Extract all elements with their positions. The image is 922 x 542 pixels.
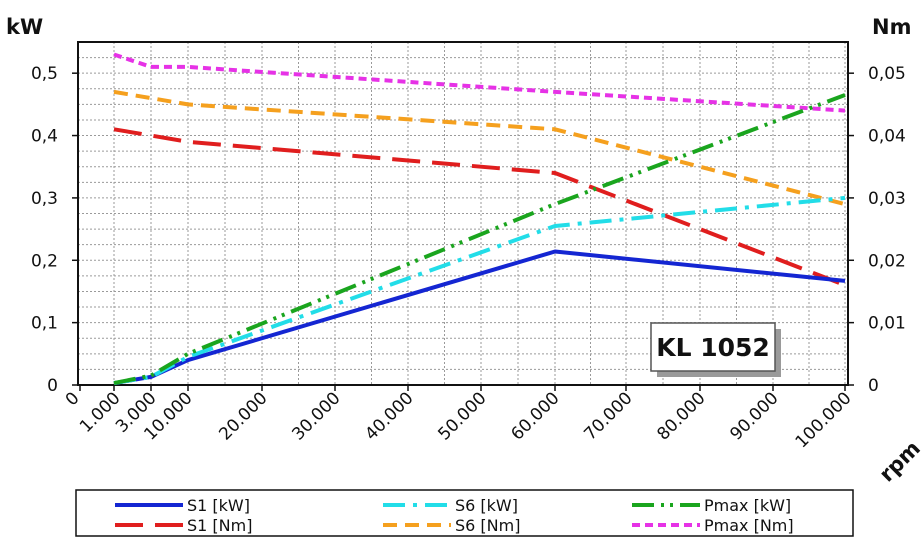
legend-frame	[75, 489, 854, 537]
y-right-tick-label: 0,02	[868, 251, 906, 271]
legend-label: Pmax [kW]	[704, 496, 791, 515]
y-right-tick-label: 0,04	[868, 127, 906, 147]
y-left-tick-label: 0,4	[31, 127, 58, 147]
y-left-tick-label: 0,3	[31, 189, 58, 209]
left-axis-unit: kW	[6, 15, 43, 39]
x-tick-label: 40.000	[361, 388, 417, 444]
y-left-tick-label: 0	[47, 376, 58, 396]
annotation-badge: KL 1052	[650, 322, 781, 377]
x-tick-label: 90.000	[726, 388, 782, 444]
y-right-tick-label: 0	[868, 376, 879, 396]
series-line-s6-nm	[113, 89, 846, 207]
y-right-tick-label: 0,03	[868, 189, 906, 209]
series-line-pmax-nm	[113, 52, 846, 113]
x-tick-label: 20.000	[215, 388, 271, 444]
x-tick-label: 0	[62, 388, 84, 410]
x-tick-label: 70.000	[580, 388, 636, 444]
series-line-pmax-kw	[113, 93, 846, 386]
x-tick-label: 30.000	[288, 388, 344, 444]
series-line-s1-nm	[113, 127, 846, 288]
x-axis-unit: rpm	[875, 436, 922, 486]
x-tick-label: 80.000	[653, 388, 709, 444]
plot-frame	[77, 41, 849, 386]
right-axis-unit: Nm	[872, 15, 911, 39]
legend-label: Pmax [Nm]	[704, 516, 794, 535]
legend-label: S6 [Nm]	[455, 516, 520, 535]
annotation-label: KL 1052	[656, 333, 770, 362]
x-tick-label: 1.000	[76, 388, 125, 437]
series-line-s1-kw	[113, 249, 846, 386]
legend-label: S1 [kW]	[187, 496, 250, 515]
series-layer	[113, 52, 846, 386]
y-left-tick-label: 0,2	[31, 251, 58, 271]
y-right-tick-label: 0,01	[868, 314, 906, 334]
y-right-tick-label: 0,05	[868, 64, 906, 84]
legend-label: S1 [Nm]	[187, 516, 252, 535]
series-line-s6-kw	[113, 195, 846, 386]
y-left-tick-label: 0,5	[31, 64, 58, 84]
x-tick-label: 50.000	[434, 388, 490, 444]
legend: S1 [kW] S6 [kW] Pmax [kW] S1 [Nm] S6 [Nm] Pma…	[115, 496, 794, 535]
x-tick-label: 100.000	[792, 388, 856, 452]
y-left-tick-label: 0,1	[31, 314, 58, 334]
x-tick-label: 60.000	[507, 388, 563, 444]
legend-label: S6 [kW]	[455, 496, 518, 515]
